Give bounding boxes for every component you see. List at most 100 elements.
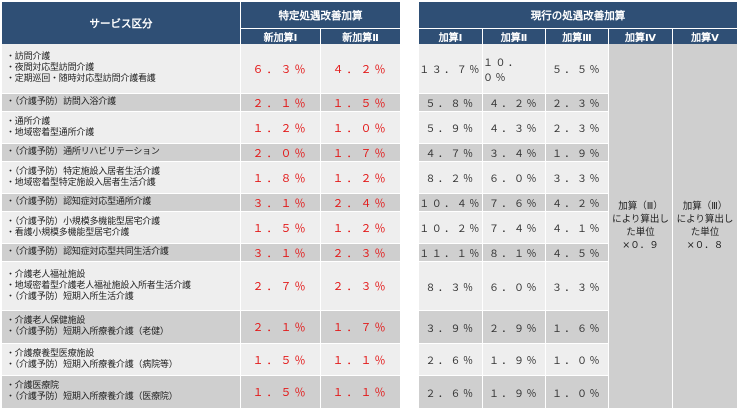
k3-value: ２．３％ xyxy=(546,112,609,143)
shin1-header: 新加算Ⅰ xyxy=(241,29,321,44)
service-cell: ・（介護予防）特定施設入居者生活介護 ・地域密着型特定施設入居者生活介護 xyxy=(2,162,241,193)
service-name: ・介護医療院 xyxy=(6,381,59,391)
tokutei-group-header: 特定処遇改善加算 xyxy=(241,2,400,29)
table-row: ・（介護予防）認知症対応型共同生活介護 ３．１％ ２．３％ xyxy=(2,244,400,262)
tokutei-subheaders: 新加算Ⅰ 新加算Ⅱ xyxy=(241,29,400,44)
right-body: １３．７％ １０．０％ ５．５％ ５．８％ ４．２％ ２．３％ ５．９％ ４．３％ ２．３％ ４．… xyxy=(419,44,737,409)
service-name: ・定期巡回・随時対応型訪問介護看護 xyxy=(6,74,156,84)
merged-line: 加算（Ⅲ） xyxy=(618,201,663,212)
k2-value: ４．３％ xyxy=(483,112,546,143)
genko-table: 現行の処遇改善加算 加算Ⅰ 加算Ⅱ 加算Ⅲ 加算Ⅳ 加算Ⅴ １３．７％ １０．０％… xyxy=(419,2,737,409)
merged-text: 加算（Ⅲ） により算出し た単位 ×０．８ xyxy=(677,200,734,252)
k3-value: １．６％ xyxy=(546,311,609,343)
service-name: ・（介護予防）短期入所療養介護（医療院） xyxy=(6,392,178,402)
table-row: ・（介護予防）通所リハビリテーション ２．０％ １．７％ xyxy=(2,144,400,162)
shin1-value: １．８％ xyxy=(241,162,321,193)
genko-group-header: 現行の処遇改善加算 xyxy=(419,2,737,29)
k2-header: 加算Ⅱ xyxy=(483,29,546,44)
merged-line: た単位 xyxy=(626,227,655,238)
k3-header: 加算Ⅲ xyxy=(546,29,609,44)
merged-line: により算出し xyxy=(612,214,669,225)
table-row: ３．９％ ２．９％ １．６％ xyxy=(419,311,609,344)
service-name: ・地域密着型介護老人福祉施設入所者生活介護 xyxy=(6,280,191,291)
table-row: ・訪問介護 ・夜間対応型訪問介護 ・定期巡回・随時対応型訪問介護看護 ６．３％ ４．２％ xyxy=(2,44,400,94)
service-name: ・（介護予防）訪問入浴介護 xyxy=(6,97,116,107)
k1-value: ４．７％ xyxy=(419,144,483,161)
k1-value: ５．８％ xyxy=(419,94,483,111)
service-name: ・（介護予防）小規模多機能型居宅介護 xyxy=(6,216,160,227)
k1-value: ３．９％ xyxy=(419,311,483,343)
shin1-value: ２．１％ xyxy=(241,94,321,111)
merged-line: た単位 xyxy=(690,227,720,238)
service-cell: ・訪問介護 ・夜間対応型訪問介護 ・定期巡回・随時対応型訪問介護看護 xyxy=(2,44,241,93)
k2-value: ２．９％ xyxy=(483,311,546,343)
table-row: ・通所介護 ・地域密着型通所介護 １．２％ １．０％ xyxy=(2,112,400,144)
table-row: ・介護医療院 ・（介護予防）短期入所療養介護（医療院） １．５％ １．１％ xyxy=(2,376,400,409)
shin1-value: １．５％ xyxy=(241,212,321,243)
k2-value: ４．２％ xyxy=(483,94,546,111)
k3-value: ２．３％ xyxy=(546,94,609,111)
k2-value: １０．０％ xyxy=(483,44,546,93)
k1-value: １３．７％ xyxy=(419,44,483,93)
service-name: ・夜間対応型訪問介護 xyxy=(6,63,95,73)
k3-value: ４．１％ xyxy=(546,212,609,243)
k1-value: ２．６％ xyxy=(419,344,483,375)
k4-merged-cell: 加算（Ⅲ） により算出し た単位 ×０．９ xyxy=(609,44,672,408)
k1-value: １１．１％ xyxy=(419,244,483,261)
table-row: ８．２％ ６．０％ ３．３％ xyxy=(419,162,609,194)
service-name: ・介護老人保健施設 xyxy=(6,316,86,326)
service-name: ・地域密着型通所介護 xyxy=(6,127,95,138)
k3-value: ３．３％ xyxy=(546,162,609,193)
k2-value: ８．１％ xyxy=(483,244,546,261)
k3-value: ５．５％ xyxy=(546,44,609,93)
service-cell: ・（介護予防）通所リハビリテーション xyxy=(2,144,241,161)
k3-value: ４．２％ xyxy=(546,194,609,211)
service-cell: ・介護療養型医療施設 ・（介護予防）短期入所療養介護（病院等） xyxy=(2,344,241,375)
table-row: ８．３％ ６．０％ ３．３％ xyxy=(419,262,609,311)
merged-text: 加算（Ⅲ） により算出し た単位 ×０．９ xyxy=(612,200,669,252)
table-row: １１．１％ ８．１％ ４．５％ xyxy=(419,244,609,262)
shin2-value: ２．３％ xyxy=(332,246,389,260)
service-cell: ・介護老人福祉施設 ・地域密着型介護老人福祉施設入所者生活介護 ・（介護予防）短期入… xyxy=(2,262,241,310)
merged-line: ×０．９ xyxy=(622,240,659,251)
k1-value: ８．３％ xyxy=(419,262,483,310)
shin1-value: ２．０％ xyxy=(241,144,321,161)
k2-value: ７．４％ xyxy=(483,212,546,243)
left-body: ・訪問介護 ・夜間対応型訪問介護 ・定期巡回・随時対応型訪問介護看護 ６．３％ ４．２％… xyxy=(2,44,400,409)
table-row: ５．９％ ４．３％ ２．３％ xyxy=(419,112,609,144)
k3-value: １．０％ xyxy=(546,344,609,375)
shin2-value: ４．２％ xyxy=(332,62,389,76)
shin1-value: １．５％ xyxy=(241,344,321,375)
tokutei-table: サービス区分 特定処遇改善加算 新加算Ⅰ 新加算Ⅱ ・訪問介護 ・夜間対応型訪問介… xyxy=(2,2,400,409)
shin1-value: １．５％ xyxy=(241,376,321,408)
k1-value: １０．２％ xyxy=(419,212,483,243)
shin2-value: １．７％ xyxy=(332,146,389,160)
left-header: サービス区分 特定処遇改善加算 新加算Ⅰ 新加算Ⅱ xyxy=(2,2,400,44)
table-row: ５．８％ ４．２％ ２．３％ xyxy=(419,94,609,112)
shin1-value: ２．１％ xyxy=(241,311,321,343)
table-row: ２．６％ １．９％ １．０％ xyxy=(419,344,609,376)
shin2-value: １．０％ xyxy=(332,121,389,135)
merged-line: ×０．８ xyxy=(686,240,724,251)
shin1-value: ２．７％ xyxy=(241,262,321,310)
service-name: ・（介護予防）短期入所療養介護（病院等） xyxy=(6,359,178,370)
table-row: ４．７％ ３．４％ １．９％ xyxy=(419,144,609,162)
k1-header: 加算Ⅰ xyxy=(419,29,483,44)
shin2-value: １．１％ xyxy=(332,386,389,399)
k5-header: 加算Ⅴ xyxy=(673,29,737,44)
shin1-value: ３．１％ xyxy=(241,194,321,211)
service-cell: ・（介護予防）訪問入浴介護 xyxy=(2,94,241,111)
service-cell: ・（介護予防）小規模多機能型居宅介護 ・看護小規模多機能型居宅介護 xyxy=(2,212,241,243)
k4-header: 加算Ⅳ xyxy=(609,29,673,44)
k2-value: １．９％ xyxy=(483,376,546,408)
genko-subheaders: 加算Ⅰ 加算Ⅱ 加算Ⅲ 加算Ⅳ 加算Ⅴ xyxy=(419,29,737,44)
merged-line: 加算（Ⅲ） xyxy=(682,201,728,212)
k1-value: ８．２％ xyxy=(419,162,483,193)
k3-value: １．９％ xyxy=(546,144,609,161)
k1-value: ５．９％ xyxy=(419,112,483,143)
table-row: ・（介護予防）訪問入浴介護 ２．１％ １．５％ xyxy=(2,94,400,112)
service-name: ・（介護予防）通所リハビリテーション xyxy=(6,147,160,157)
right-header: 現行の処遇改善加算 加算Ⅰ 加算Ⅱ 加算Ⅲ 加算Ⅳ 加算Ⅴ xyxy=(419,2,737,44)
k1-value: １０．４％ xyxy=(419,194,483,211)
k2-value: １．９％ xyxy=(483,344,546,375)
